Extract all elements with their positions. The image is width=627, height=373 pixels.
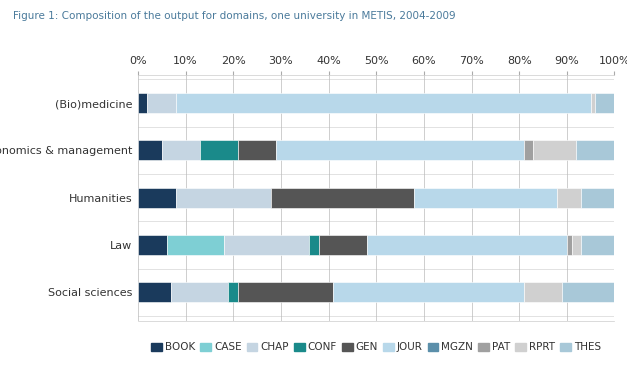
- Bar: [138, 93, 147, 113]
- Bar: [534, 140, 576, 160]
- Bar: [200, 140, 238, 160]
- Bar: [276, 140, 524, 160]
- Bar: [319, 235, 367, 255]
- Bar: [138, 235, 167, 255]
- Bar: [138, 140, 162, 160]
- Bar: [591, 93, 596, 113]
- Bar: [596, 93, 614, 113]
- Bar: [176, 93, 591, 113]
- Legend: BOOK, CASE, CHAP, CONF, GEN, JOUR, MGZN, PAT, RPRT, THES: BOOK, CASE, CHAP, CONF, GEN, JOUR, MGZN,…: [147, 338, 605, 357]
- Bar: [162, 140, 200, 160]
- Bar: [167, 235, 224, 255]
- Bar: [557, 188, 581, 208]
- Bar: [567, 235, 572, 255]
- Bar: [524, 282, 562, 302]
- Text: Figure 1: Composition of the output for domains, one university in METIS, 2004-2: Figure 1: Composition of the output for …: [13, 11, 455, 21]
- Bar: [147, 93, 176, 113]
- Bar: [171, 282, 228, 302]
- Bar: [581, 188, 614, 208]
- Bar: [576, 140, 614, 160]
- Bar: [581, 235, 614, 255]
- Bar: [238, 282, 334, 302]
- Bar: [334, 282, 524, 302]
- Bar: [138, 282, 171, 302]
- Bar: [176, 188, 271, 208]
- Bar: [367, 235, 567, 255]
- Bar: [228, 282, 238, 302]
- Bar: [224, 235, 310, 255]
- Bar: [414, 188, 557, 208]
- Bar: [138, 188, 176, 208]
- Bar: [562, 282, 614, 302]
- Bar: [310, 235, 319, 255]
- Bar: [238, 140, 276, 160]
- Bar: [572, 235, 581, 255]
- Bar: [524, 140, 534, 160]
- Bar: [271, 188, 414, 208]
